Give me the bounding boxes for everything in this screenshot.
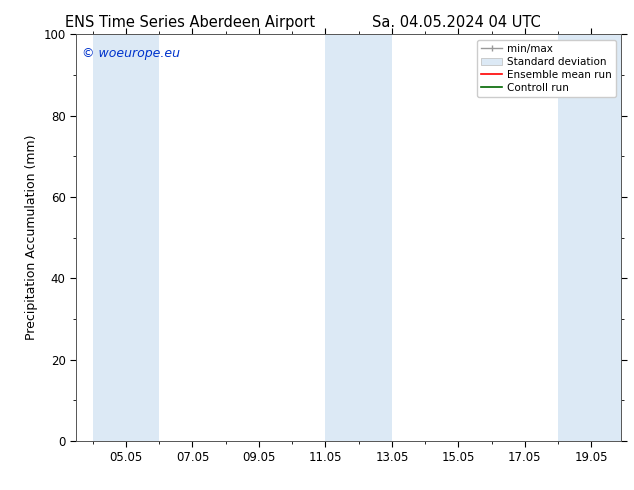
Bar — [558, 34, 624, 441]
Bar — [325, 34, 392, 441]
Text: Sa. 04.05.2024 04 UTC: Sa. 04.05.2024 04 UTC — [372, 15, 541, 30]
Text: ENS Time Series Aberdeen Airport: ENS Time Series Aberdeen Airport — [65, 15, 315, 30]
Bar — [93, 34, 159, 441]
Y-axis label: Precipitation Accumulation (mm): Precipitation Accumulation (mm) — [25, 135, 38, 341]
Text: © woeurope.eu: © woeurope.eu — [82, 47, 179, 59]
Legend: min/max, Standard deviation, Ensemble mean run, Controll run: min/max, Standard deviation, Ensemble me… — [477, 40, 616, 97]
